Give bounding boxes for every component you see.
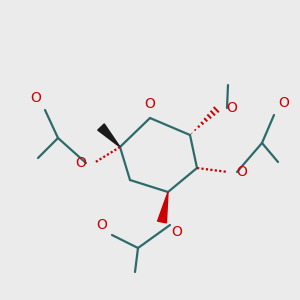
Text: O: O [226, 101, 237, 115]
Text: O: O [145, 97, 155, 111]
Text: O: O [75, 156, 86, 170]
Polygon shape [158, 192, 168, 223]
Text: O: O [96, 218, 107, 232]
Text: O: O [278, 96, 289, 110]
Text: O: O [30, 91, 41, 105]
Text: O: O [236, 165, 247, 179]
Polygon shape [98, 124, 120, 147]
Text: O: O [171, 225, 182, 239]
